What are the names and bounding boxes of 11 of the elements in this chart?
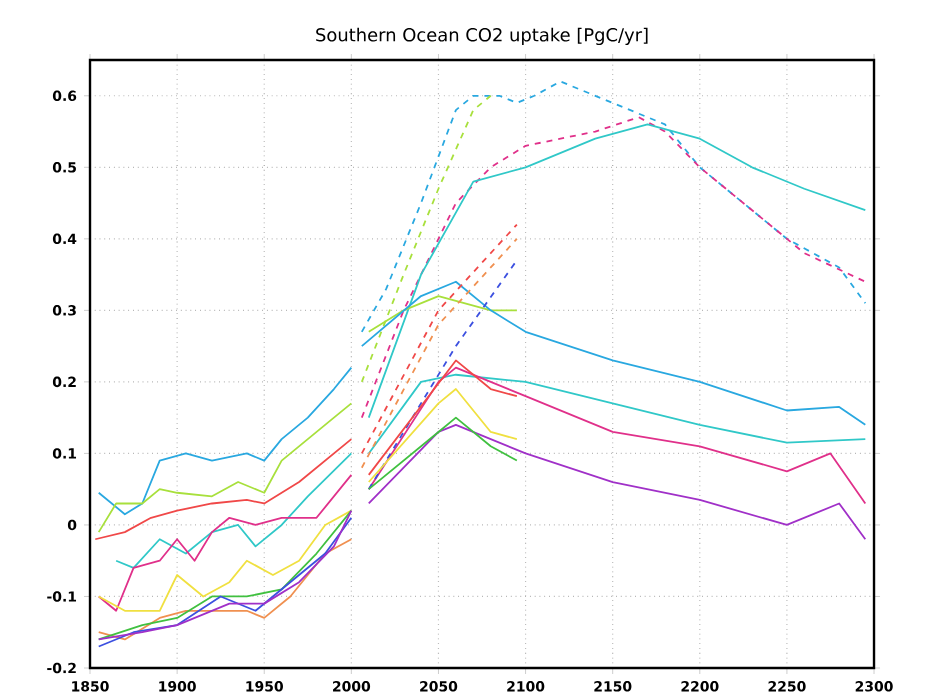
line-series [367, 373, 867, 455]
line-series [367, 423, 867, 541]
line-series [367, 366, 867, 505]
line-series [97, 509, 353, 612]
line-series [97, 473, 353, 612]
line-series [367, 416, 518, 491]
line-series [115, 452, 353, 569]
line-series [367, 388, 518, 483]
line-series [367, 359, 518, 476]
chart-title: Southern Ocean CO2 uptake [PgC/yr] [316, 27, 648, 45]
line-series [360, 280, 867, 426]
